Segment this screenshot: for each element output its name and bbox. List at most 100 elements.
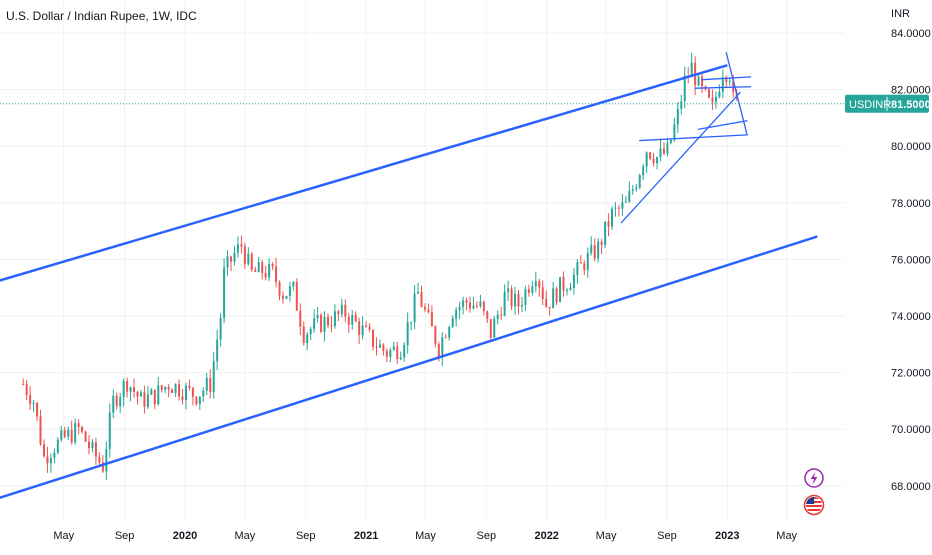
candle xyxy=(150,387,153,396)
candle-body xyxy=(579,262,582,264)
candle-body xyxy=(559,277,562,303)
candle xyxy=(368,323,371,333)
candle xyxy=(184,382,187,410)
candle xyxy=(458,301,461,319)
candle xyxy=(676,101,679,134)
candle-body xyxy=(541,287,544,299)
candle-body xyxy=(243,246,246,265)
candle xyxy=(500,306,503,320)
candle xyxy=(718,84,721,99)
candle-body xyxy=(725,77,728,82)
candle xyxy=(240,235,243,254)
candle xyxy=(604,221,607,249)
trendline-channel-bottom xyxy=(0,235,818,500)
candle-body xyxy=(427,309,430,313)
candle-body xyxy=(628,191,631,202)
candle xyxy=(42,439,45,458)
candle-body xyxy=(236,244,239,253)
candle-body xyxy=(212,361,215,392)
candle xyxy=(448,325,451,341)
candle xyxy=(22,378,25,386)
candle-body xyxy=(482,301,485,312)
candle-body xyxy=(361,325,364,335)
candle-body xyxy=(531,286,534,293)
y-tick-label: 70.0000 xyxy=(891,424,931,436)
candle xyxy=(306,331,309,351)
candle xyxy=(683,66,686,109)
candle xyxy=(157,377,160,406)
candle-body xyxy=(493,319,496,338)
price-tag-value: 81.5000 xyxy=(891,99,931,111)
candle-body xyxy=(198,396,201,405)
candle-body xyxy=(94,442,97,457)
candle-body xyxy=(583,263,586,271)
lightning-icon[interactable] xyxy=(804,468,824,488)
candle-body xyxy=(191,387,194,397)
candle-body xyxy=(479,301,482,307)
candle xyxy=(572,268,575,295)
trendlines xyxy=(0,52,818,500)
candle xyxy=(112,389,115,419)
candle-body xyxy=(707,89,710,98)
us-flag-icon[interactable] xyxy=(803,494,825,516)
candle xyxy=(188,379,191,391)
candle-body xyxy=(638,175,641,188)
candle-body xyxy=(690,62,693,77)
x-tick-label: 2022 xyxy=(534,530,558,542)
candle xyxy=(510,285,513,311)
candle xyxy=(94,437,97,465)
candle-body xyxy=(275,266,278,282)
candle xyxy=(198,396,201,411)
candle-body xyxy=(67,429,70,437)
candle-body xyxy=(666,143,669,154)
candle-body xyxy=(178,384,181,397)
candle-body xyxy=(70,429,73,443)
trendline-range-high xyxy=(694,86,752,89)
candle-body xyxy=(420,291,423,307)
candle-body xyxy=(285,296,288,299)
candle xyxy=(423,303,426,313)
candle-body xyxy=(649,152,652,159)
x-axis: May Sep 2020 May Sep 2021 May Sep 2022 May Sep 2023… xyxy=(53,530,797,542)
candle-body xyxy=(576,262,579,276)
candle-body xyxy=(462,300,465,307)
candle xyxy=(288,281,291,302)
candle-body xyxy=(150,389,153,395)
candle-body xyxy=(264,273,267,278)
candle-body xyxy=(129,387,132,392)
candle xyxy=(590,236,593,256)
candle-body xyxy=(406,322,409,346)
candle xyxy=(91,438,94,453)
candle xyxy=(711,89,714,111)
candle xyxy=(614,202,617,217)
candle xyxy=(313,309,316,333)
candle-body xyxy=(378,344,381,348)
currency-unit: INR xyxy=(891,8,910,20)
candle-body xyxy=(326,316,329,325)
candle xyxy=(649,151,652,161)
candle-body xyxy=(77,423,80,428)
candle xyxy=(316,307,319,323)
candle-body xyxy=(39,416,42,445)
candle-body xyxy=(60,430,63,440)
candle xyxy=(115,392,118,410)
candle-body xyxy=(25,384,28,396)
candle-body xyxy=(645,152,648,167)
candle xyxy=(624,195,627,203)
candle xyxy=(541,280,544,306)
candle-body xyxy=(392,346,395,350)
candle xyxy=(569,282,572,291)
candle xyxy=(531,281,534,296)
candle-body xyxy=(365,325,368,327)
candle-body xyxy=(524,289,527,305)
candle xyxy=(697,73,700,87)
candle xyxy=(413,285,416,330)
candle-body xyxy=(36,402,39,417)
price-tag[interactable]: USDINR 81.5000 xyxy=(845,94,931,113)
candle-body xyxy=(590,245,593,254)
candle-body xyxy=(46,456,49,464)
candle-body xyxy=(399,357,402,360)
candle-body xyxy=(656,157,659,164)
